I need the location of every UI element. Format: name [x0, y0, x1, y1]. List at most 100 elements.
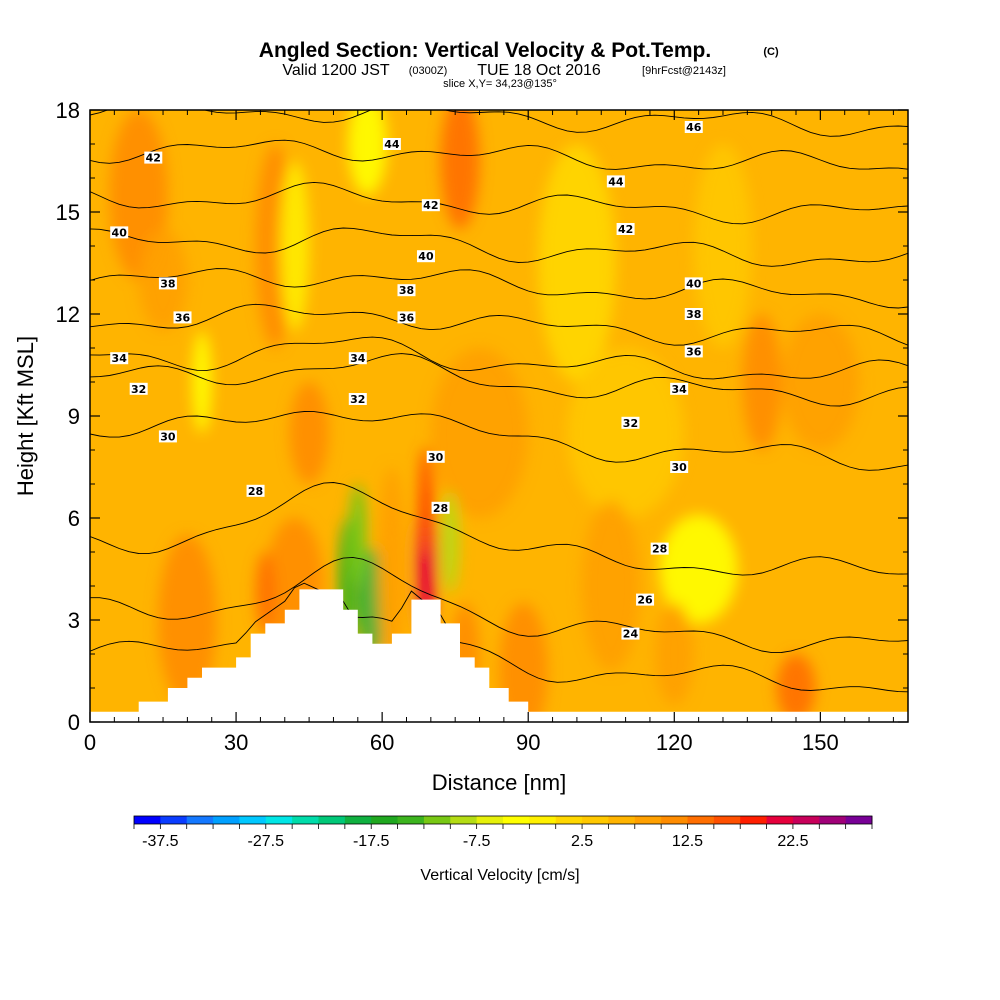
y-tick-label: 15 — [56, 200, 80, 225]
colorbar-swatch — [292, 816, 319, 824]
velocity-cell — [279, 161, 310, 331]
colorbar-label: 12.5 — [672, 833, 703, 850]
contour-label-bg — [606, 175, 625, 188]
contour-label: 40 — [416, 250, 435, 263]
contour-label-bg — [621, 627, 640, 640]
contour-label-text: 36 — [686, 345, 702, 358]
contour-label-text: 38 — [160, 277, 175, 290]
colorbar-swatch — [186, 816, 214, 824]
terrain — [90, 589, 908, 722]
colorbar-swatch — [318, 816, 346, 824]
valid-utc-label: (0300Z) — [409, 65, 448, 77]
colorbar-swatch — [766, 816, 794, 824]
velocity-cell — [348, 110, 388, 195]
contour-label-bg — [382, 138, 401, 150]
contour-label-bg — [129, 382, 148, 395]
contour-label: 26 — [636, 593, 655, 607]
contour-label: 28 — [650, 542, 669, 556]
colorbar-swatch — [555, 816, 583, 824]
y-tick-label: 12 — [56, 302, 80, 327]
contour-label-text: 42 — [146, 152, 161, 165]
colorbar-swatch — [529, 816, 557, 824]
forecast-label: [9hrFcst@2143z] — [642, 65, 726, 77]
y-tick-label: 6 — [68, 506, 80, 531]
colorbar-label: -27.5 — [248, 833, 285, 850]
theta-isoline — [90, 336, 908, 380]
colorbar-swatch — [239, 816, 267, 824]
chart-title: Angled Section: Vertical Velocity & Pot.… — [259, 39, 711, 62]
velocity-cell — [654, 603, 694, 705]
chart-title-block: Angled Section: Vertical Velocity & Pot.… — [259, 39, 779, 90]
velocity-cell — [441, 490, 460, 593]
contour-label-bg — [421, 199, 440, 212]
contour-label-text: 26 — [637, 594, 653, 607]
contour-label-bg — [684, 277, 703, 290]
theta-isoline — [90, 582, 908, 693]
contour-label-text: 36 — [175, 311, 191, 324]
x-tick-label: 90 — [516, 730, 540, 755]
contour-label-bg — [110, 226, 129, 239]
contour-label-bg — [110, 352, 129, 365]
contour-label-text: 44 — [608, 175, 624, 188]
contour-label: 28 — [246, 484, 265, 498]
contour-label-text: 40 — [686, 277, 702, 290]
velocity-cell — [742, 314, 782, 450]
contour-label-text: 40 — [418, 250, 434, 263]
colorbar-swatch — [344, 816, 372, 824]
colorbar-swatch — [134, 816, 161, 824]
velocity-cell — [377, 467, 407, 671]
contour-label-text: 38 — [399, 284, 414, 297]
colorbar-swatch — [265, 816, 293, 824]
contour-label: 38 — [397, 284, 416, 297]
theta-isoline — [90, 303, 908, 346]
contour-label: 38 — [684, 308, 703, 321]
contour-label: 36 — [397, 311, 416, 324]
contour-label: 36 — [173, 311, 192, 324]
x-tick-label: 150 — [802, 730, 839, 755]
contour-label: 34 — [670, 382, 689, 396]
colorbar-swatch — [397, 816, 425, 824]
colorbar: -37.5 -27.5 -17.5 -7.5 2.5 12.5 22.5 — [133, 815, 873, 850]
contour-label-bg — [636, 593, 655, 606]
contour-label: 32 — [348, 393, 367, 406]
contour-label-text: 30 — [428, 451, 444, 464]
colorbar-swatch — [213, 816, 240, 824]
theta-isoline — [90, 181, 908, 225]
contour-label-bg — [616, 223, 635, 235]
contour-label-bg — [684, 345, 703, 358]
theta-isoline — [90, 268, 908, 309]
y-tick-label: 9 — [68, 404, 80, 429]
contour-label-text: 34 — [112, 352, 128, 365]
contour-label-text: 40 — [112, 226, 128, 239]
colorbar-swatch — [371, 816, 399, 824]
contour-label: 24 — [621, 627, 640, 641]
contour-label-bg — [144, 151, 163, 164]
theta-isoline — [90, 353, 908, 407]
theta-isoline — [90, 227, 908, 267]
contour-label-text: 28 — [248, 485, 263, 498]
contour-label-bg — [650, 542, 669, 555]
velocity-cell — [781, 314, 860, 450]
contour-label-bg — [684, 308, 703, 320]
contour-label: 46 — [684, 121, 703, 134]
contour-label-text: 42 — [618, 223, 633, 236]
contour-label: 32 — [621, 416, 640, 430]
contour-label: 30 — [158, 430, 177, 443]
velocity-cell — [255, 552, 276, 634]
theta-contours — [90, 110, 908, 693]
colorbar-swatch — [608, 816, 636, 824]
contour-label: 34 — [110, 352, 129, 365]
colorbar-swatch — [687, 816, 715, 824]
colorbar-label: 2.5 — [571, 833, 593, 850]
velocity-cell — [440, 110, 480, 229]
theta-isoline — [90, 556, 908, 654]
theta-isoline — [90, 110, 908, 137]
contour-label-text: 36 — [399, 311, 415, 324]
contour-label-bg — [173, 311, 192, 324]
colorbar-label: -17.5 — [353, 833, 390, 850]
contour-label: 38 — [158, 277, 177, 290]
contour-label: 28 — [431, 501, 450, 515]
contour-label: 34 — [348, 352, 367, 365]
y-axis-title: Height [Kft MSL] — [13, 336, 38, 496]
